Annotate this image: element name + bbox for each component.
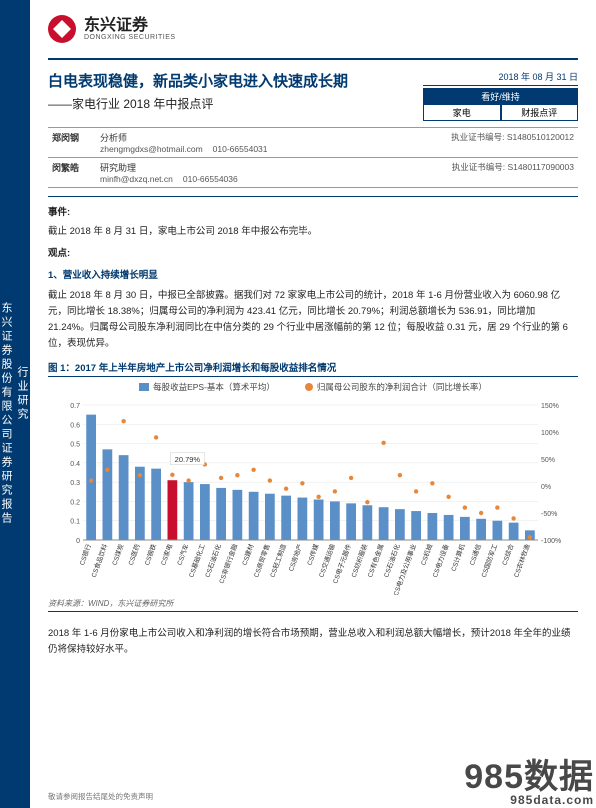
sidebar-label-1: 行业研究 [14,366,30,422]
svg-text:150%: 150% [541,403,559,410]
svg-text:0.4: 0.4 [70,461,80,468]
point1-text: 截止 2018 年 8 月 30 日，中报已全部披露。据我们对 72 家家电上市… [48,288,578,353]
analyst-table: 郑闵钢 分析师 zhengmgdxs@hotmail.com 010-66554… [48,127,578,188]
svg-text:CS医药: CS医药 [126,542,142,566]
sidebar-label-2: 东兴证券股份有限公司证券研究报告 [0,302,14,526]
svg-text:50%: 50% [541,457,555,464]
logo-text-cn: 东兴证券 [84,18,176,34]
event-text: 截止 2018 年 8 月 31 日，家电上市公司 2018 年中报公布完毕。 [48,224,578,240]
lic-label: 执业证书编号: [451,132,504,142]
legend-bar-icon [139,383,149,391]
rating-cell: 看好/维持 [423,88,578,105]
logo-text-en: DONGXING SECURITIES [84,34,176,41]
svg-text:0.5: 0.5 [70,442,80,449]
meta-box: 2018 年 08 月 31 日 看好/维持 家电 财报点评 [423,70,578,121]
svg-text:20.79%: 20.79% [175,455,201,464]
svg-text:CS汽车: CS汽车 [175,542,191,566]
svg-text:-50%: -50% [541,511,557,518]
svg-text:CS银行: CS银行 [77,542,93,566]
svg-text:-100%: -100% [541,538,561,545]
point1-heading: 1、营业收入持续增长明显 [48,268,578,284]
watermark: 985数据 985data.com [464,760,596,808]
svg-text:0.2: 0.2 [70,500,80,507]
svg-text:CS传媒: CS传媒 [305,542,321,566]
page-subtitle: ——家电行业 2018 年中报点评 [48,95,423,112]
logo-block: 东兴证券 DONGXING SECURITIES [48,15,578,43]
legend-dot-label: 归属母公司股东的净利润合计（同比增长率） [317,381,487,393]
analyst-phone: 010-66554031 [213,144,268,154]
analyst-role: 研究助理 [100,161,180,174]
report-date: 2018 年 08 月 31 日 [423,70,578,86]
svg-text:0.7: 0.7 [70,403,80,410]
footer-disclaimer: 敬请参阅报告结尾处的免责声明 [48,791,153,802]
watermark-main: 985数据 [464,758,594,796]
svg-text:100%: 100% [541,430,559,437]
industry-cell: 家电 [423,105,501,121]
svg-text:CS机械: CS机械 [418,542,434,566]
logo-icon [48,15,76,43]
legend-bar-label: 每股收益EPS-基本（算术平均） [153,381,275,393]
chart-source: 资料来源：WIND，东兴证券研究所 [48,598,578,609]
analyst-role: 分析师 [100,131,180,144]
page-title: 白电表现稳健，新品类小家电进入快速成长期 [48,70,423,91]
svg-text:CS钢铁: CS钢铁 [142,542,158,566]
legend-dot-icon [305,383,313,391]
svg-text:CS房地产: CS房地产 [286,542,304,572]
lic-number: S1480117090003 [508,162,575,172]
left-sidebar: 行业研究 东兴证券股份有限公司证券研究报告 [0,0,30,808]
lic-label: 执业证书编号: [452,162,505,172]
analyst-phone: 010-66554036 [183,174,238,184]
analyst-email: minfh@dxzq.net.cn [100,174,173,184]
svg-text:CS通信: CS通信 [467,542,483,566]
table-row: 郑闵钢 分析师 zhengmgdxs@hotmail.com 010-66554… [48,128,578,158]
analyst-name: 闵繁皓 [48,158,96,188]
svg-text:CS家电: CS家电 [158,542,174,566]
svg-text:CS计算机: CS计算机 [449,542,467,572]
svg-text:CS煤炭: CS煤炭 [110,542,126,566]
svg-text:0%: 0% [541,484,551,491]
analyst-name: 郑闵钢 [48,128,96,158]
svg-text:0.3: 0.3 [70,480,80,487]
svg-text:0.1: 0.1 [70,519,80,526]
chart: 每股收益EPS-基本（算术平均） 归属母公司股东的净利润合计（同比增长率） 0 0… [48,381,578,595]
svg-text:CS建材: CS建材 [240,542,256,566]
figure-title: 图 1：2017 年上半年房地产上市公司净利润增长和每股收益排名情况 [48,360,578,377]
closing-text: 2018 年 1-6 月份家电上市公司收入和净利润的增长符合市场预期，营业总收入… [48,626,578,658]
svg-text:0.6: 0.6 [70,422,80,429]
analyst-email: zhengmgdxs@hotmail.com [100,144,203,154]
main-content: 东兴证券 DONGXING SECURITIES 白电表现稳健，新品类小家电进入… [30,0,596,808]
report-type-cell: 财报点评 [501,105,579,121]
table-row: 闵繁皓 研究助理 minfh@dxzq.net.cn 010-66554036 … [48,158,578,188]
lic-number: S1480510120012 [507,132,574,142]
view-heading: 观点: [48,246,578,262]
svg-text:CS综合: CS综合 [500,542,516,566]
event-heading: 事件: [48,205,578,221]
svg-text:0: 0 [76,538,80,545]
